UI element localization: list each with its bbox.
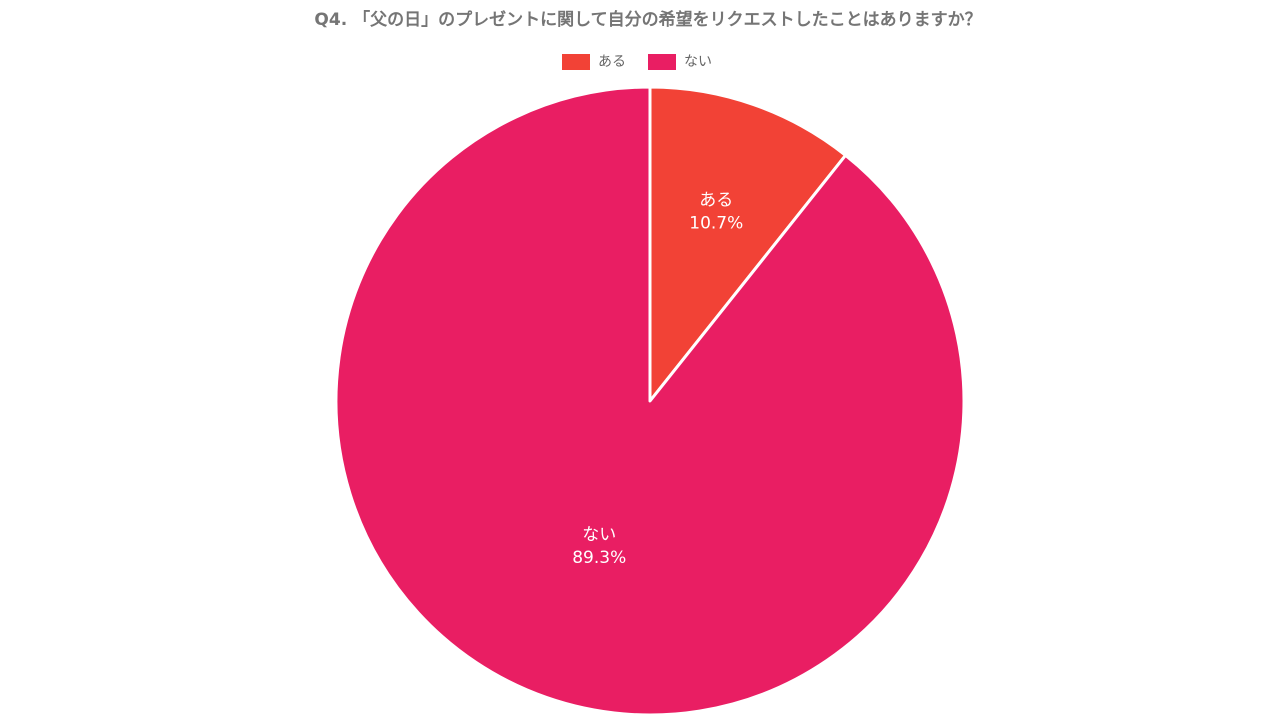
pie-slice [648,85,848,403]
legend: ある ない [562,54,712,70]
slice-category: ある [699,190,733,210]
slice-category: ない [582,525,616,545]
pie [334,85,966,717]
slice-value: 89.3% [572,548,626,568]
slice-value: 10.7% [689,213,743,233]
legend-swatch [648,54,676,70]
pie-slice [334,85,966,717]
legend-swatch [562,54,590,70]
legend-label: ある [598,54,626,70]
legend-label: ない [684,54,712,70]
chart-title: Q4. 「父の日」のプレゼントに関して自分の希望をリクエストしたことはありますか… [314,9,981,30]
slice-labels: ある 10.7% ない 89.3% [572,190,743,568]
